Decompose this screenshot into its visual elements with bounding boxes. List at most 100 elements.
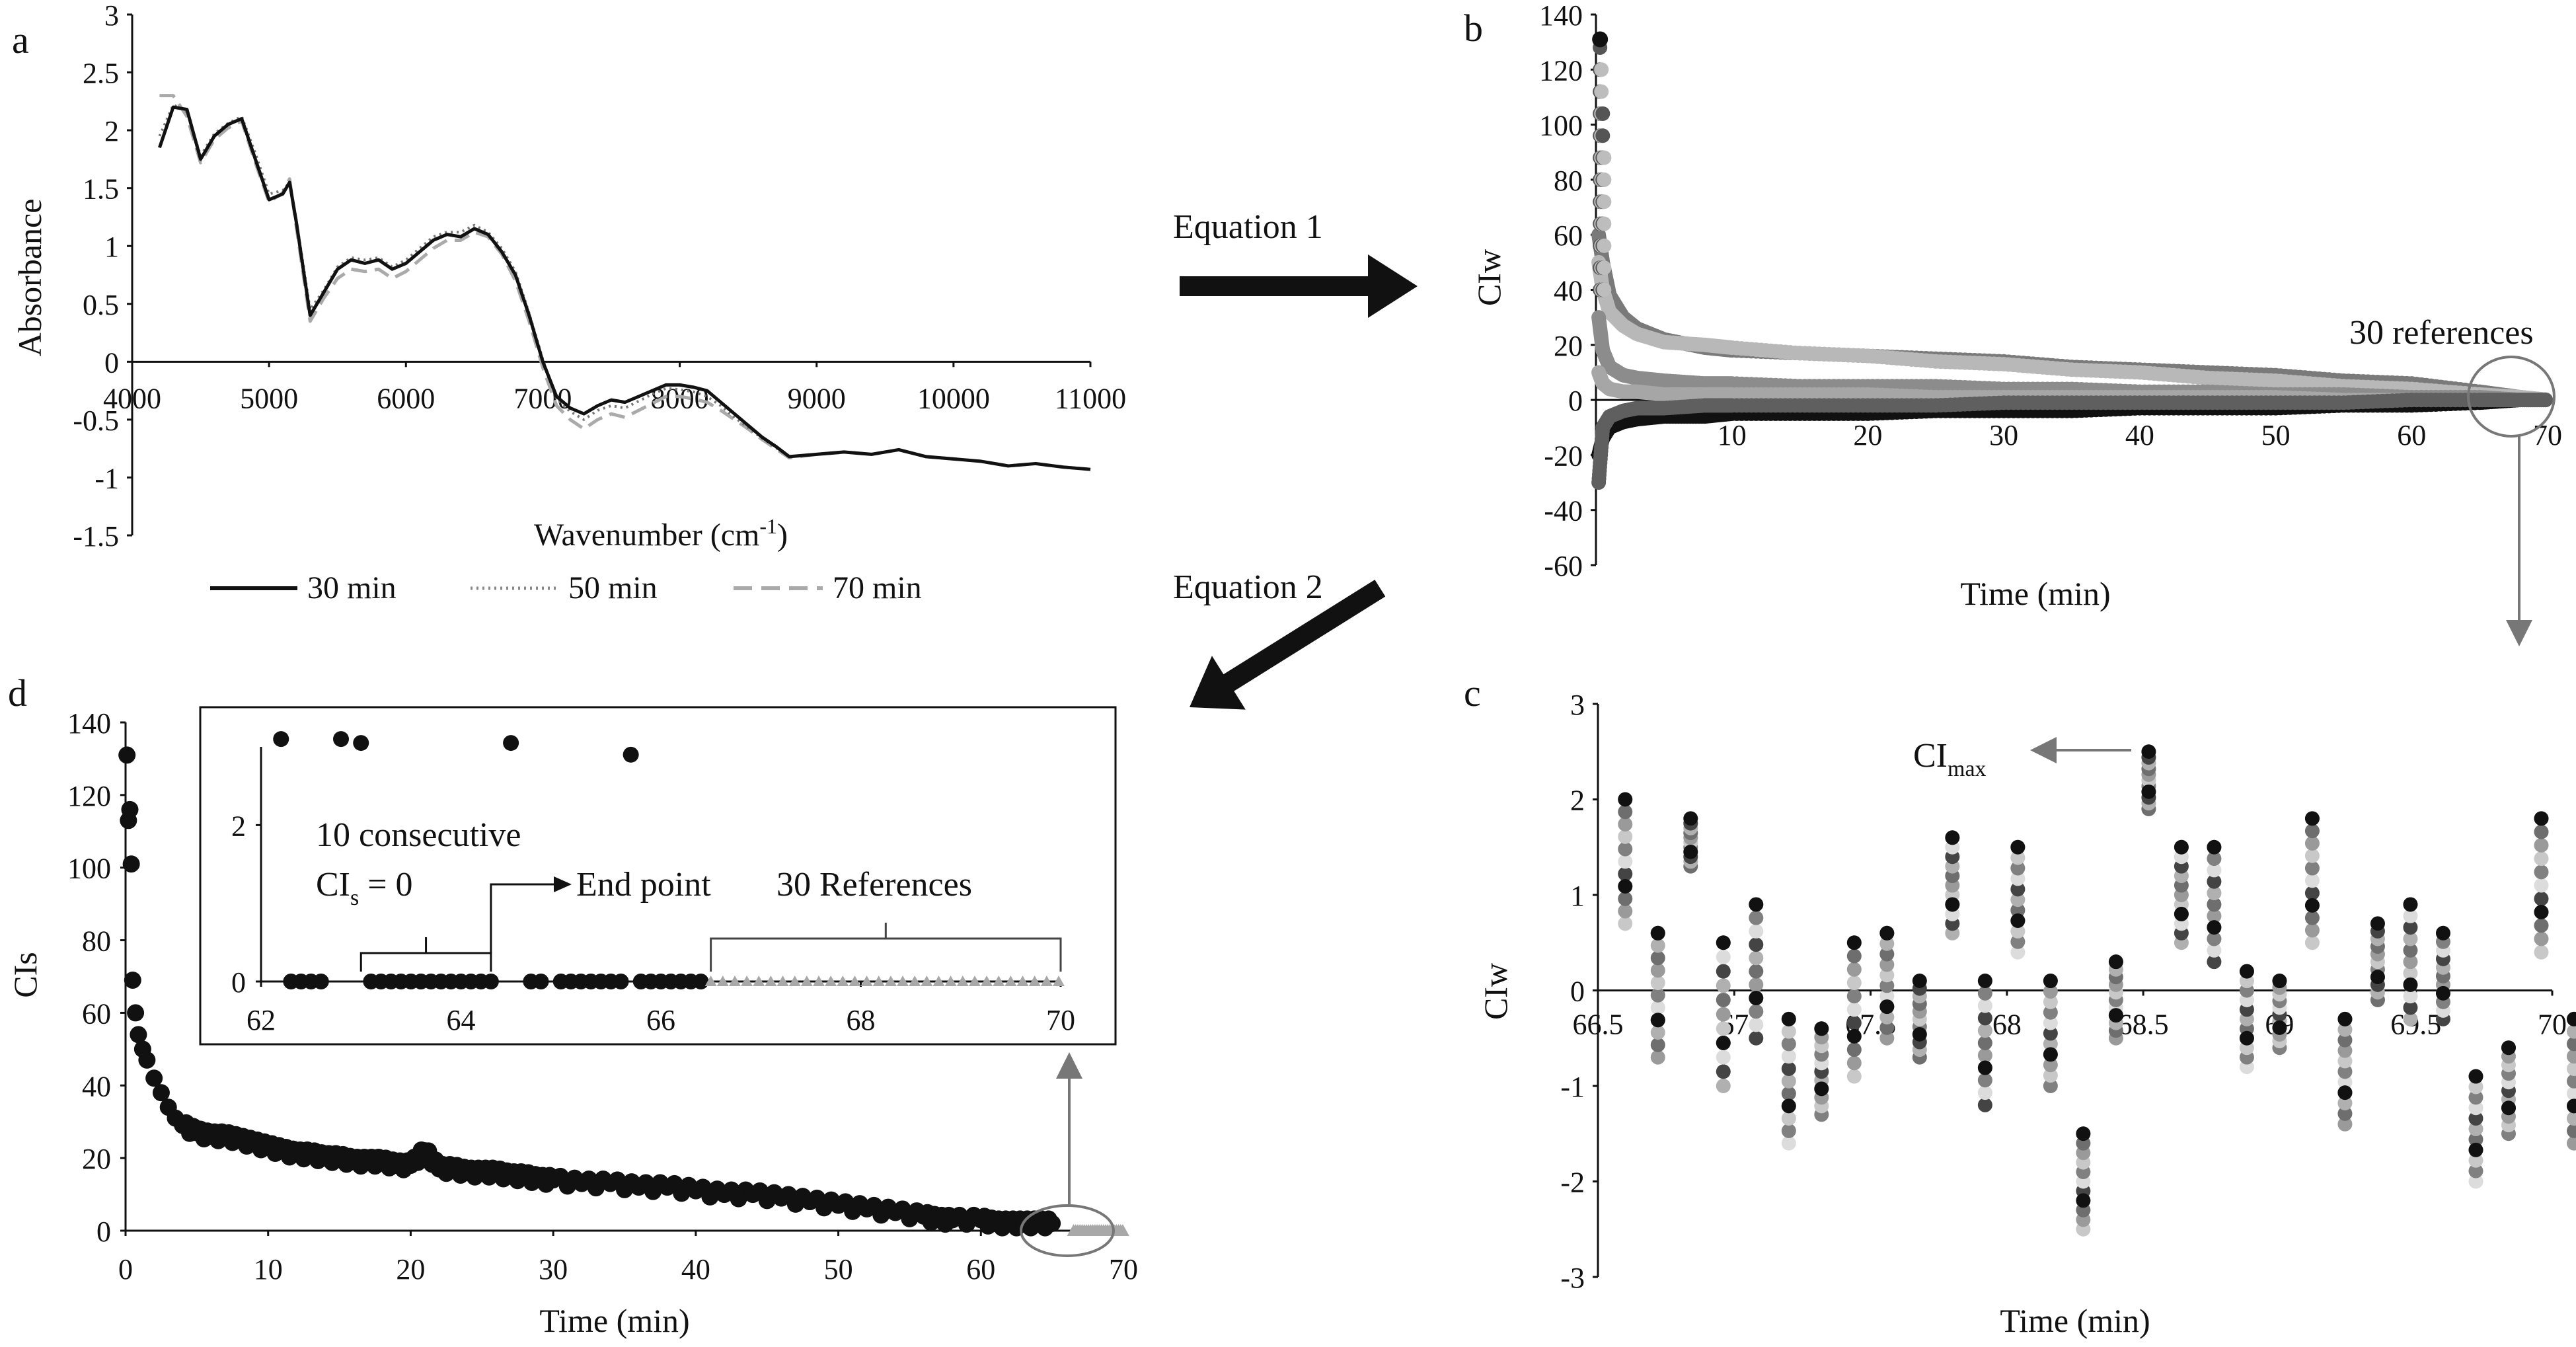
inset-reference-marker [981, 976, 993, 986]
inset-reference-marker [765, 976, 777, 986]
c-data-point [2174, 839, 2189, 855]
b-x-tick-label: 50 [2261, 419, 2291, 451]
c-x-tick-label: 69.5 [2390, 1009, 2441, 1041]
inset-reference-marker [944, 976, 957, 986]
c-data-point [1781, 1049, 1796, 1064]
c-data-point [1749, 1004, 1764, 1019]
c-data-point [2337, 1106, 2353, 1121]
b-y-tick-label: -40 [1544, 495, 1583, 527]
c-data-point [2337, 1032, 2353, 1048]
c-data-point [1618, 866, 1633, 882]
c-data-point [2043, 1026, 2058, 1041]
d-y-axis-label: CIs [7, 952, 44, 997]
b-x-tick-label: 60 [2397, 419, 2426, 451]
c-data-point [1977, 1073, 1992, 1088]
inset-reference-marker [956, 976, 969, 986]
c-data-point [2468, 1069, 2483, 1084]
c-data-point [1846, 989, 1862, 1004]
c-data-point [2272, 974, 2287, 989]
inset-reference-marker [932, 976, 945, 986]
c-data-point [2567, 1086, 2576, 1101]
c-data-point [1945, 830, 1960, 845]
c-data-point [2534, 944, 2549, 960]
d-y-tick-label: 100 [67, 853, 111, 885]
inset-reference-marker [897, 976, 909, 986]
b-annotation-30-references: 30 references [2349, 314, 2534, 352]
arrow-equation-1 [1180, 254, 1418, 318]
c-data-point [1781, 1123, 1796, 1138]
c-data-point [1781, 1011, 1796, 1026]
c-data-point [1846, 1015, 1862, 1030]
inset-data-point [333, 731, 349, 748]
equation-1-label: Equation 1 [1173, 208, 1323, 246]
inset-y-tick-label: 2 [231, 810, 246, 842]
c-data-point [1846, 1028, 1862, 1044]
b-y-tick-label: -20 [1544, 440, 1583, 472]
a-x-axis-label: Wavenumber (cm-1) [534, 514, 788, 553]
c-data-point [2567, 1049, 2576, 1064]
c-data-point [2207, 874, 2222, 889]
c-data-point [1781, 1036, 1796, 1052]
inset-reference-marker [849, 976, 861, 986]
c-data-point [1846, 935, 1862, 950]
c-data-point [1683, 844, 1698, 859]
c-data-point [1879, 946, 1895, 962]
a-x-tick-label: 4000 [103, 382, 161, 414]
c-data-point [1781, 1073, 1796, 1089]
inset-data-point [693, 974, 709, 989]
inset-data-point [273, 731, 289, 748]
panel-label-d: d [8, 672, 27, 714]
c-data-point [1650, 963, 1665, 978]
c-data-point [1781, 1098, 1796, 1114]
b-data-point [2538, 393, 2554, 408]
panel-label-a: a [12, 19, 29, 61]
c-data-point [2207, 839, 2222, 855]
c-data-point [2534, 865, 2549, 880]
inset-x-tick-label: 66 [646, 1004, 675, 1036]
c-data-point [2567, 1135, 2576, 1151]
a-y-tick-label: -1 [95, 462, 119, 494]
c-x-tick-label: 68 [1992, 1009, 2022, 1041]
c-data-point [1618, 916, 1633, 931]
c-data-point [2567, 1011, 2576, 1026]
c-x-tick-label: 68.5 [2118, 1009, 2169, 1041]
c-data-point [1977, 1085, 1992, 1100]
d-y-tick-label: 80 [82, 925, 111, 958]
d-y-tick-label: 140 [67, 707, 111, 740]
c-data-point [2403, 908, 2418, 923]
c-data-point [2468, 1090, 2483, 1105]
d-data-point [127, 1004, 145, 1022]
b-data-point [1597, 282, 1612, 297]
c-data-point [1846, 962, 1862, 977]
c-data-point [2468, 1142, 2483, 1157]
c-data-point [1618, 829, 1633, 844]
c-y-tick-label: -2 [1560, 1167, 1585, 1199]
c-data-point [1977, 985, 1992, 1001]
c-data-point [2043, 1015, 2058, 1030]
a-x-tick-label: 6000 [377, 382, 435, 414]
c-data-point [2501, 1100, 2516, 1116]
inset-reference-marker [884, 976, 897, 986]
d-y-tick-label: 0 [96, 1215, 111, 1248]
c-data-point [2468, 1132, 2483, 1147]
c-data-point [2403, 966, 2418, 981]
panel-b-ciw-chart: 140 120 100 80 60 40 20 0 -20 -40 -60 10 20 30 40 50 60 7… [1470, 0, 2562, 646]
c-data-point [2304, 835, 2320, 851]
inset-data-point [613, 974, 629, 989]
c-data-point [1879, 999, 1895, 1015]
d-x-tick-label: 60 [966, 1253, 995, 1286]
c-y-tick-label: 1 [1570, 880, 1585, 912]
d-x-tick-label: 30 [539, 1253, 568, 1286]
c-data-point [2043, 1068, 2058, 1083]
c-data-point [2010, 839, 2026, 855]
a-x-tick-label: 9000 [788, 382, 846, 414]
c-y-axis-label: CIw [1477, 963, 1514, 1020]
c-data-point [2435, 985, 2450, 1001]
b-x-tick-label: 10 [1718, 419, 1747, 451]
d-data-point [138, 1051, 156, 1069]
d-x-tick-label: 0 [118, 1253, 133, 1286]
b-data-point [1597, 150, 1612, 165]
c-data-point [2435, 925, 2450, 941]
c-data-point [1879, 925, 1895, 941]
